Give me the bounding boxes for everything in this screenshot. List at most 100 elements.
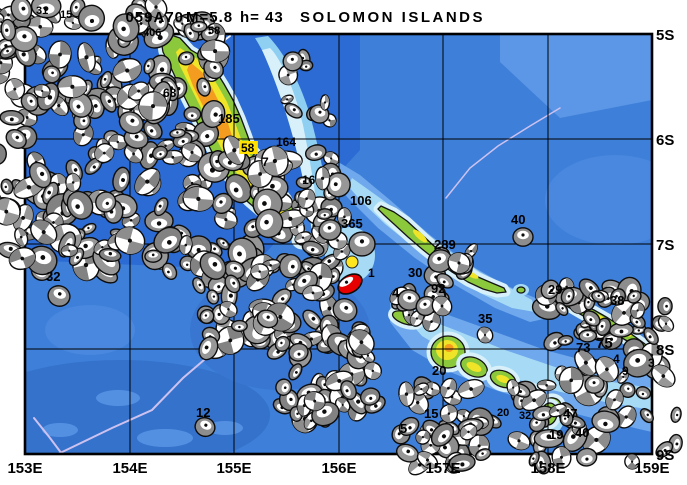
ball-axis-dot <box>38 25 42 29</box>
focal-mechanism-ball <box>0 109 25 126</box>
ball-axis-dot <box>20 256 25 261</box>
ball-axis-dot <box>71 21 75 25</box>
focal-mechanism-ball <box>98 248 122 262</box>
ball-axis-dot <box>305 197 308 201</box>
x-tick-label: 157E <box>425 460 460 477</box>
ball-axis-dot <box>73 168 78 172</box>
ball-quadrants <box>479 327 491 343</box>
ball-axis-dot <box>116 140 120 144</box>
ball-axis-dot <box>664 322 668 325</box>
ball-axis-dot <box>637 329 640 332</box>
ball-axis-dot <box>15 135 19 140</box>
ball-axis-dot <box>47 95 53 100</box>
depth-label: 92 <box>431 281 445 296</box>
ball-quadrants <box>182 143 202 162</box>
ball-axis-dot <box>314 152 318 156</box>
ball-quadrants <box>508 432 530 450</box>
focal-mechanism-ball <box>199 251 227 280</box>
focal-mechanism-ball <box>670 406 682 423</box>
ball-axis-dot <box>213 247 217 251</box>
ball-quadrants <box>569 292 589 314</box>
bathymetry-patch <box>545 155 652 245</box>
focal-mechanism-ball <box>118 111 144 135</box>
depth-label: 32 <box>46 269 60 284</box>
ball-axis-dot <box>583 360 588 365</box>
ball-axis-dot <box>0 61 3 65</box>
ball-axis-dot <box>171 155 175 159</box>
ball-axis-dot <box>83 262 89 268</box>
ball-quadrants <box>179 235 192 255</box>
ball-axis-dot <box>311 316 316 321</box>
focal-mechanism-ball <box>66 190 94 220</box>
ball-quadrants <box>226 136 243 165</box>
ball-axis-dot <box>302 180 306 183</box>
ball-axis-dot <box>318 110 322 114</box>
ball-axis-dot <box>224 218 228 222</box>
focal-mechanism-ball <box>261 145 289 177</box>
ball-quadrants <box>418 451 437 469</box>
focal-mechanism-ball <box>151 145 168 161</box>
ball-axis-dot <box>423 302 427 306</box>
ball-axis-dot <box>295 225 299 229</box>
focal-mechanism-ball <box>639 408 654 424</box>
ball-axis-dot <box>592 381 596 385</box>
featured-ball-body <box>337 273 363 295</box>
ball-axis-dot <box>630 460 634 463</box>
ball-quadrants <box>323 152 339 165</box>
ball-axis-dot <box>467 430 470 434</box>
ball-axis-dot <box>457 261 461 265</box>
focal-mechanism-ball <box>219 300 238 318</box>
ball-axis-dot <box>213 112 218 117</box>
ball-axis-dot <box>441 434 446 439</box>
depth-label: 30 <box>408 265 422 280</box>
ball-axis-dot <box>635 320 639 324</box>
ball-axis-dot <box>22 34 27 39</box>
ball-axis-dot <box>159 152 162 156</box>
focal-mechanism-ball <box>108 133 128 151</box>
ball-axis-dot <box>636 309 639 312</box>
ball-quadrants <box>108 134 127 150</box>
ball-quadrants <box>549 405 566 416</box>
label-highlight <box>239 141 258 154</box>
ball-axis-dot <box>266 315 270 319</box>
ball-axis-dot <box>420 388 423 391</box>
focal-mechanism-ball <box>274 335 291 352</box>
ball-axis-dot <box>443 445 447 450</box>
ball-body <box>0 143 7 165</box>
ball-axis-dot <box>212 261 218 267</box>
focal-mechanism-ball <box>203 58 224 80</box>
depth-label: 29 <box>548 282 562 297</box>
ball-axis-dot <box>600 324 604 328</box>
ball-axis-dot <box>121 178 126 182</box>
ball-axis-dot <box>176 131 179 134</box>
focal-mechanism-ball <box>415 295 437 317</box>
ball-axis-dot <box>359 340 364 345</box>
bathymetry-patch <box>45 305 135 355</box>
focal-mechanism-ball <box>211 192 234 214</box>
ball-axis-dot <box>609 337 614 341</box>
ball-axis-dot <box>627 387 630 390</box>
focal-mechanism-ball <box>250 263 270 280</box>
ball-axis-dot <box>356 399 361 404</box>
ball-quadrants <box>0 58 9 84</box>
ball-axis-dot <box>184 127 188 131</box>
ball-axis-dot <box>619 329 624 334</box>
ball-axis-dot <box>87 226 90 230</box>
ball-axis-dot <box>92 165 96 169</box>
ball-axis-dot <box>588 286 593 290</box>
x-tick-label: 153E <box>7 460 42 477</box>
focal-mechanism-ball <box>427 249 453 273</box>
title-depth: h= 43 <box>240 9 284 26</box>
ball-axis-dot <box>539 461 543 465</box>
depth-label: 7 <box>262 155 269 169</box>
ball-axis-dot <box>213 65 217 70</box>
ball-axis-dot <box>431 387 434 390</box>
focal-mechanism-ball <box>582 310 601 327</box>
ball-body <box>0 10 5 23</box>
ball-quadrants <box>469 434 490 458</box>
focal-mechanism-ball <box>295 176 313 190</box>
focal-mechanism-ball <box>153 226 183 254</box>
ball-axis-dot <box>366 354 369 357</box>
focal-mechanism-ball <box>398 416 420 436</box>
ball-axis-dot <box>101 246 104 249</box>
